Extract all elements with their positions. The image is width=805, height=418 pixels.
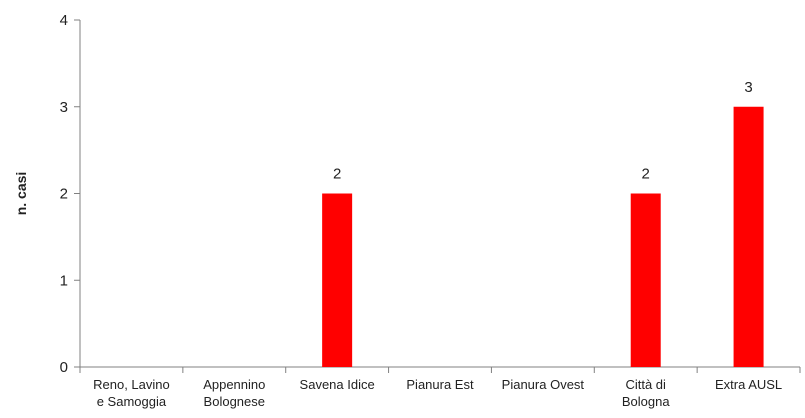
x-tick-label: Reno, Lavino e Samoggia <box>93 377 170 409</box>
bar <box>733 106 764 367</box>
bar <box>630 193 661 367</box>
x-tick-label: Savena Idice <box>300 377 375 392</box>
y-tick-label: 4 <box>60 12 68 29</box>
x-tick-label: Pianura Est <box>406 377 474 392</box>
x-tick-label: Extra AUSL <box>715 377 782 392</box>
x-tick-label: Pianura Ovest <box>502 377 585 392</box>
y-axis-title: n. casi <box>13 172 29 216</box>
y-tick-label: 3 <box>60 99 68 116</box>
data-label: 2 <box>333 166 341 183</box>
data-label: 2 <box>642 166 650 183</box>
y-tick-label: 2 <box>60 186 68 203</box>
data-label: 3 <box>744 79 752 96</box>
bars <box>322 106 764 367</box>
x-tick-label: Città di Bologna <box>622 377 670 409</box>
x-tick-label: Appennino Bolognese <box>203 377 265 409</box>
labels: 0 1 2 3 4 Reno, Lavino e Samoggia Appennino Bolo… <box>60 12 783 409</box>
bar <box>322 193 353 367</box>
y-tick-label: 1 <box>60 272 68 289</box>
axes <box>74 19 801 373</box>
y-tick-label: 0 <box>60 359 68 376</box>
